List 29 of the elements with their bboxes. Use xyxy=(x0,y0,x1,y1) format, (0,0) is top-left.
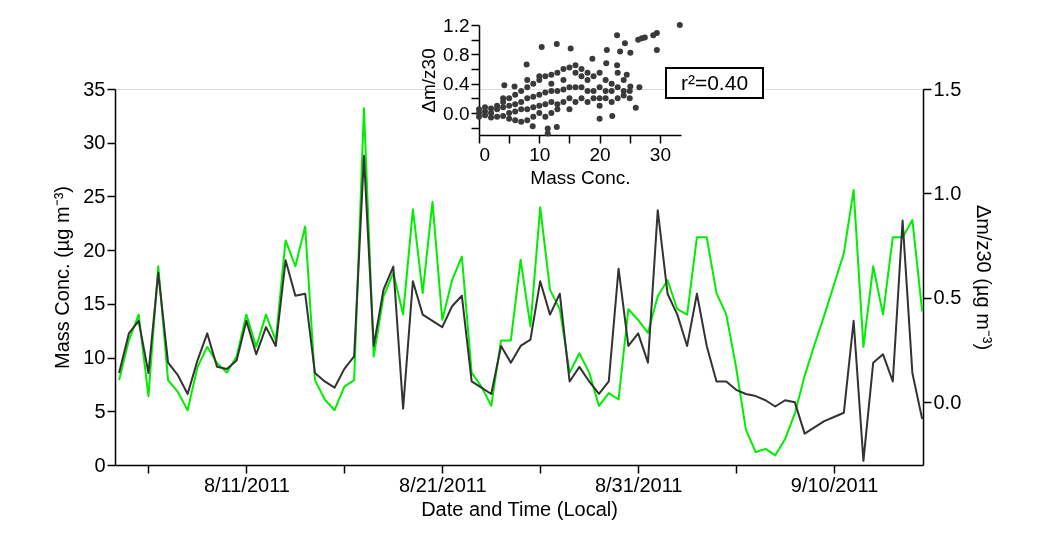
y-tick-label: 10 xyxy=(83,346,106,369)
y-tick-label: 15 xyxy=(83,292,106,315)
x-tick-label: 8/31/2011 xyxy=(594,473,683,496)
x-axis-title: Date and Time (Local) xyxy=(421,497,618,520)
y-axis-title: Δm/z30 xyxy=(418,48,440,113)
x-tick-label: 9/10/2011 xyxy=(790,473,879,496)
y-tick-label: 5 xyxy=(94,399,106,422)
y2-tick-label: 0.5 xyxy=(933,286,962,309)
y2-tick-label: 1.5 xyxy=(933,77,962,100)
y-tick-label: 0.8 xyxy=(443,43,470,65)
y-tick-label: 0 xyxy=(94,453,106,476)
x-tick-label: 30 xyxy=(649,143,671,165)
y2-tick-label: 1.0 xyxy=(933,181,962,204)
x-tick-label: 10 xyxy=(529,143,551,165)
y-tick-label: 25 xyxy=(83,184,106,207)
annotation: r²=0.40 xyxy=(680,71,749,94)
y2-tick-label: 0.0 xyxy=(933,390,962,413)
y-tick-label: 20 xyxy=(83,238,106,261)
y-tick-label: 0.0 xyxy=(443,102,470,124)
x-tick-label: 8/11/2011 xyxy=(203,473,290,496)
y2-axis-title: Δm/z30 (µg m⁻³) xyxy=(973,204,996,351)
y-tick-label: 35 xyxy=(83,77,106,100)
y-tick-label: 0.4 xyxy=(443,73,470,95)
y-tick-label: 1.2 xyxy=(443,14,470,36)
x-tick-label: 20 xyxy=(589,143,611,165)
x-axis-title: Mass Conc. xyxy=(530,166,631,188)
x-tick-label: 0 xyxy=(479,143,491,165)
x-tick-label: 8/21/2011 xyxy=(399,473,487,496)
y-axis-title: Mass Conc. (µg m⁻³) xyxy=(51,186,74,369)
